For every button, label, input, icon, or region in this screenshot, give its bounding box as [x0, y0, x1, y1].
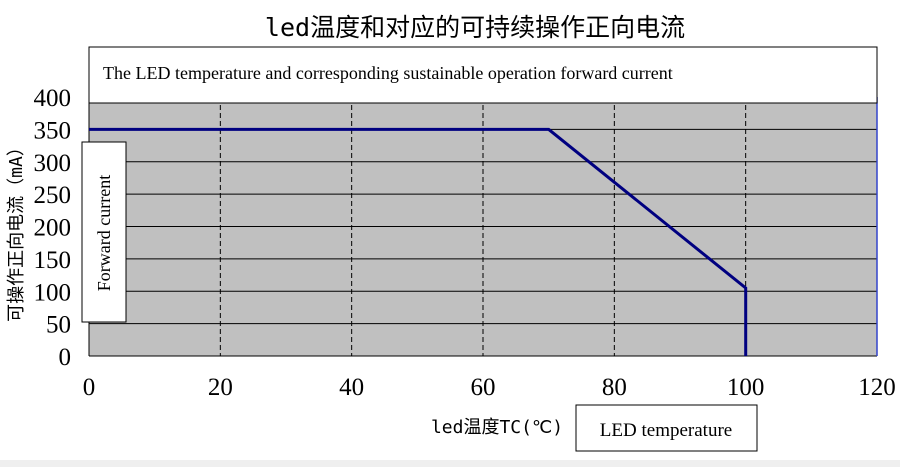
- chart-title: led温度和对应的可持续操作正向电流: [265, 13, 685, 42]
- x-tick-label: 120: [858, 374, 896, 401]
- y-tick-label: 0: [59, 344, 72, 371]
- x-tick-label: 60: [471, 374, 496, 401]
- gridlines: [88, 97, 878, 357]
- series-line: [89, 127, 748, 356]
- y-tick-label: 400: [34, 85, 72, 112]
- x-tick-label: 0: [83, 374, 96, 401]
- subtitle-box: [88, 46, 878, 104]
- y-tick-label: 300: [34, 150, 72, 177]
- x-axis-english-label-box: [575, 404, 758, 452]
- x-tick-label: 40: [339, 374, 364, 401]
- y-tick-labels: 0 50 100 150 200 250 300 350 400: [34, 85, 72, 371]
- x-tick-labels: 0 20 40 60 80 100 120: [83, 374, 896, 401]
- x-tick-label: 80: [602, 374, 627, 401]
- y-tick-label: 350: [34, 117, 72, 144]
- x-tick-label: 100: [727, 374, 765, 401]
- x-tick-label: 20: [208, 374, 233, 401]
- y-axis-english-label: Forward current: [94, 175, 114, 291]
- y-axis-english-label-box: [81, 141, 127, 323]
- chart-subtitle: The LED temperature and corresponding su…: [103, 63, 673, 83]
- y-tick-label: 100: [34, 279, 72, 306]
- bottom-strip: [0, 460, 900, 467]
- y-tick-label: 200: [34, 215, 72, 242]
- x-axis-english-label: LED temperature: [600, 420, 732, 441]
- series-layer: [89, 127, 748, 356]
- y-tick-label: 150: [34, 247, 72, 274]
- y-tick-label: 50: [46, 312, 71, 339]
- y-axis-label: 可操作正向电流（mA）: [6, 138, 27, 322]
- x-axis-label: led温度TC(℃): [431, 417, 563, 438]
- y-tick-label: 250: [34, 182, 72, 209]
